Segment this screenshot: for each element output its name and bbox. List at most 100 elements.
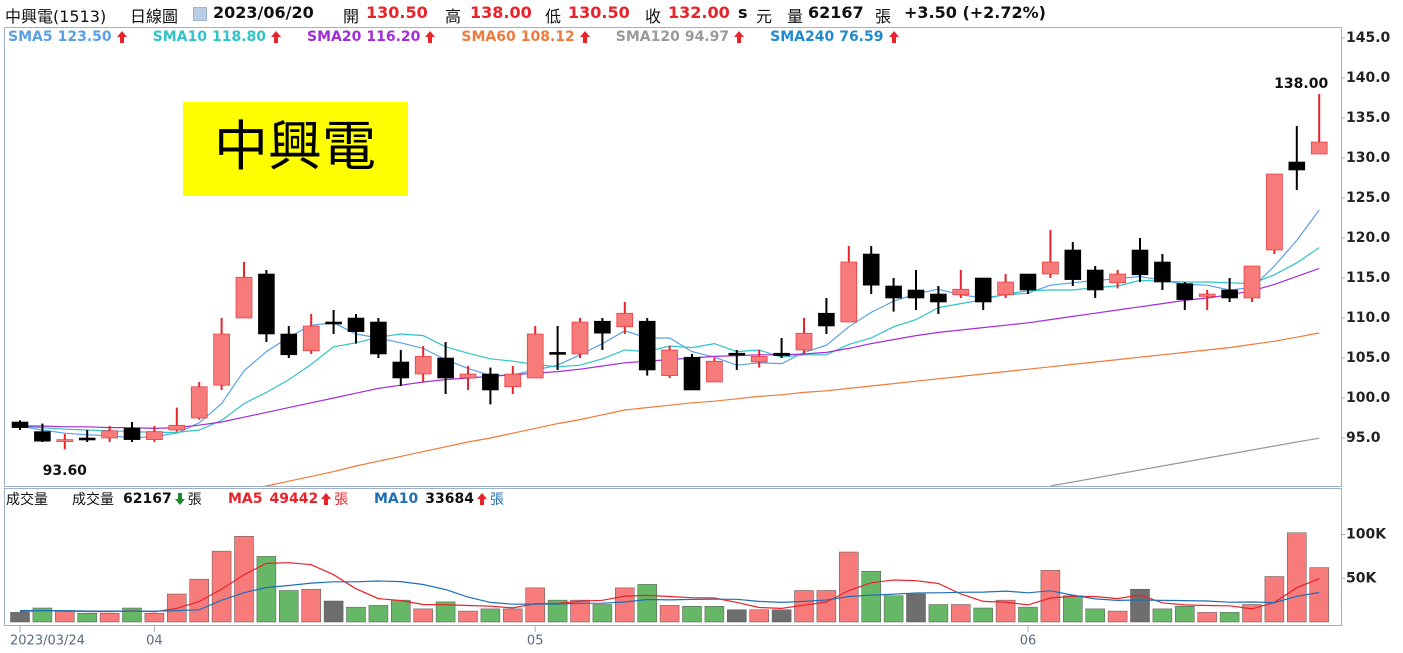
legend-name: SMA120 xyxy=(615,29,680,45)
volume-bar xyxy=(1219,612,1240,623)
high-annotation: 138.00 xyxy=(1274,76,1328,92)
volume-bar xyxy=(816,590,837,623)
candle-body xyxy=(526,333,544,379)
date: 2023/06/20 xyxy=(213,3,314,22)
candle-body xyxy=(728,352,746,356)
candle-body xyxy=(862,253,880,286)
arrow-icon xyxy=(734,31,745,43)
volume-bar xyxy=(1197,612,1217,623)
volume-bar xyxy=(55,610,75,623)
volume-bar xyxy=(682,606,702,623)
volume-legend: 成交量 62167 張 xyxy=(72,489,202,509)
candle-body xyxy=(1288,161,1306,171)
candle-body xyxy=(974,277,992,303)
volume-bar xyxy=(211,550,232,623)
legend-value: 116.20 xyxy=(366,29,421,45)
candle-body xyxy=(818,312,835,327)
volume-bar xyxy=(1107,610,1128,623)
s-mark: s xyxy=(738,3,748,22)
ma-line xyxy=(262,332,1320,486)
volume-title: 成交量 xyxy=(6,489,48,509)
candle-body xyxy=(616,312,634,328)
up-arrow xyxy=(321,493,332,505)
legend-item: SMA20 116.20 xyxy=(307,29,436,45)
volume-bar xyxy=(77,613,97,623)
candle-body xyxy=(34,431,51,442)
volume-bar xyxy=(1040,570,1061,623)
x-tick-label: 05 xyxy=(527,634,544,649)
candle-body xyxy=(706,360,723,383)
candle-body xyxy=(235,276,253,319)
up-arrow xyxy=(271,31,281,43)
y-tick-label: 135.0 xyxy=(1346,110,1391,126)
period: 日線圖 xyxy=(130,7,179,26)
volume-bar xyxy=(10,612,30,623)
up-arrow xyxy=(579,31,590,43)
candle-body xyxy=(78,437,96,441)
axes: 95.0 100.0 105.0 110.0 115.0 120.0 125.0 130.0 1… xyxy=(10,30,1391,649)
candle-body xyxy=(594,320,611,334)
period-icon xyxy=(193,7,207,21)
volume-bar xyxy=(189,578,209,623)
candle-body xyxy=(638,320,656,371)
volume-bar xyxy=(458,610,478,623)
volume-bar xyxy=(435,601,456,623)
candle-body xyxy=(325,321,342,325)
volume-bar xyxy=(659,605,680,623)
legend-item: SMA10 118.80 xyxy=(153,29,281,45)
ma-line xyxy=(1050,437,1320,486)
volume-bar xyxy=(144,613,165,623)
high-label: 高 xyxy=(445,7,462,26)
volume-bar xyxy=(1242,604,1262,623)
volume-bar xyxy=(503,608,523,623)
legend-name: SMA5 xyxy=(8,29,53,45)
y-tick-label: 140.0 xyxy=(1346,70,1391,86)
volume-bar xyxy=(1018,606,1038,623)
y-tick-label: 145.0 xyxy=(1346,30,1391,46)
y-tick-label: 130.0 xyxy=(1346,150,1391,166)
candle-body xyxy=(56,439,74,442)
x-tick-label: 2023/03/24 xyxy=(10,634,85,649)
volume-bar xyxy=(973,607,993,623)
down-arrow xyxy=(174,493,185,505)
candle-body xyxy=(750,356,768,363)
candle-body xyxy=(549,352,566,355)
volume-bar xyxy=(234,536,254,623)
volume-bar xyxy=(346,606,366,623)
volume-bar xyxy=(839,551,859,623)
low-annotation: 93.60 xyxy=(43,463,88,479)
volume-bar xyxy=(368,605,389,623)
volume-bar xyxy=(99,613,120,623)
x-tick-label: 06 xyxy=(1020,634,1037,649)
candle-body xyxy=(1154,261,1171,283)
y-tick-label: 105.0 xyxy=(1346,350,1391,366)
volume-bar xyxy=(570,599,590,623)
candle-body xyxy=(123,428,141,440)
ma5-value: 49442 xyxy=(269,491,319,507)
y-tick-label: 95.0 xyxy=(1346,430,1381,446)
volume-label: 量 xyxy=(787,7,804,26)
up-arrow xyxy=(425,31,436,43)
volume-title-text: 成交量 xyxy=(6,492,48,508)
candle-body xyxy=(437,357,454,379)
legend-name: SMA60 xyxy=(461,29,516,45)
candle-body xyxy=(1266,173,1283,251)
y-tick-label: 110.0 xyxy=(1346,310,1391,326)
volume-bar xyxy=(32,607,53,623)
volume-legend-value: 62167 xyxy=(123,491,172,507)
price-plot xyxy=(11,94,1328,486)
up-arrow xyxy=(734,31,745,43)
volume-bar xyxy=(592,604,613,623)
candle-body xyxy=(1131,249,1149,276)
candle-body xyxy=(190,386,208,419)
close-label: 收 xyxy=(645,7,662,26)
low-value: 130.50 xyxy=(568,3,630,22)
ma-line xyxy=(19,562,1320,613)
change: +3.50 (+2.72%) xyxy=(904,3,1046,22)
candle-body xyxy=(347,317,365,332)
arrow-icon xyxy=(888,31,899,43)
volume-bar xyxy=(391,599,411,623)
open-value: 130.50 xyxy=(366,3,428,22)
candle-body xyxy=(1109,273,1126,284)
